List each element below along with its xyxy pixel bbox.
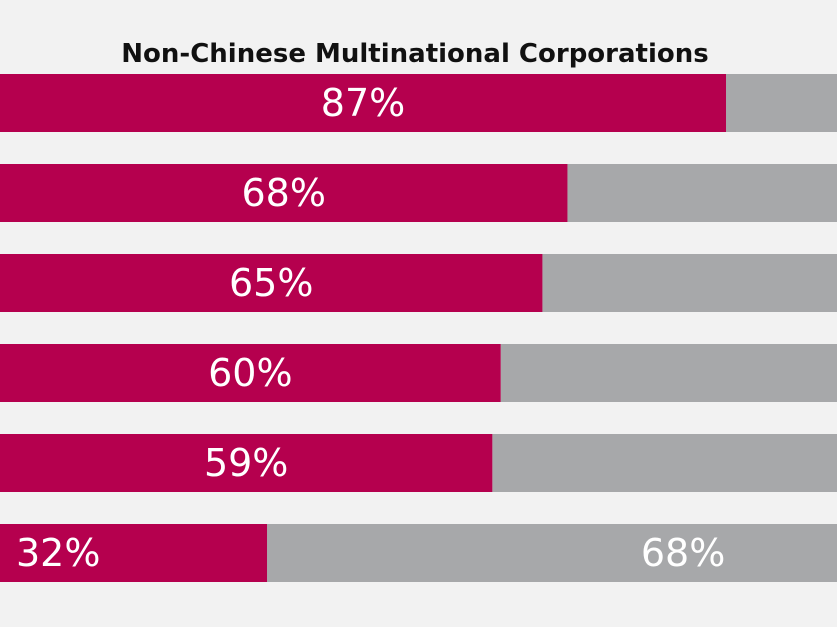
bar-share-label-6: 32% [16, 531, 100, 575]
bar-share-label-2: 68% [241, 171, 325, 215]
bar-remainder-5 [492, 434, 837, 492]
bar-share-label-5: 59% [204, 441, 288, 485]
bar-share-1 [0, 74, 727, 132]
bar-share-2 [0, 164, 568, 222]
bar-share-5 [0, 434, 493, 492]
bar-remainder-label-6: 68% [641, 531, 725, 575]
bar-share-label-3: 65% [229, 261, 313, 305]
chart-title: Non-Chinese Multinational Corporations [121, 39, 708, 69]
bar-share-label-4: 60% [208, 351, 292, 395]
bars-group: 87% 68% 65% 60% 59% 32% 68% [0, 74, 837, 582]
bar-share-3 [0, 254, 543, 312]
bar-remainder-1 [726, 74, 837, 132]
bar-share-4 [0, 344, 501, 402]
bar-share-6 [0, 524, 268, 582]
bar-remainder-4 [500, 344, 837, 402]
bar-share-label-1: 87% [321, 81, 405, 125]
bar-remainder-3 [542, 254, 837, 312]
bar-remainder-6 [267, 524, 837, 582]
bar-remainder-2 [567, 164, 837, 222]
